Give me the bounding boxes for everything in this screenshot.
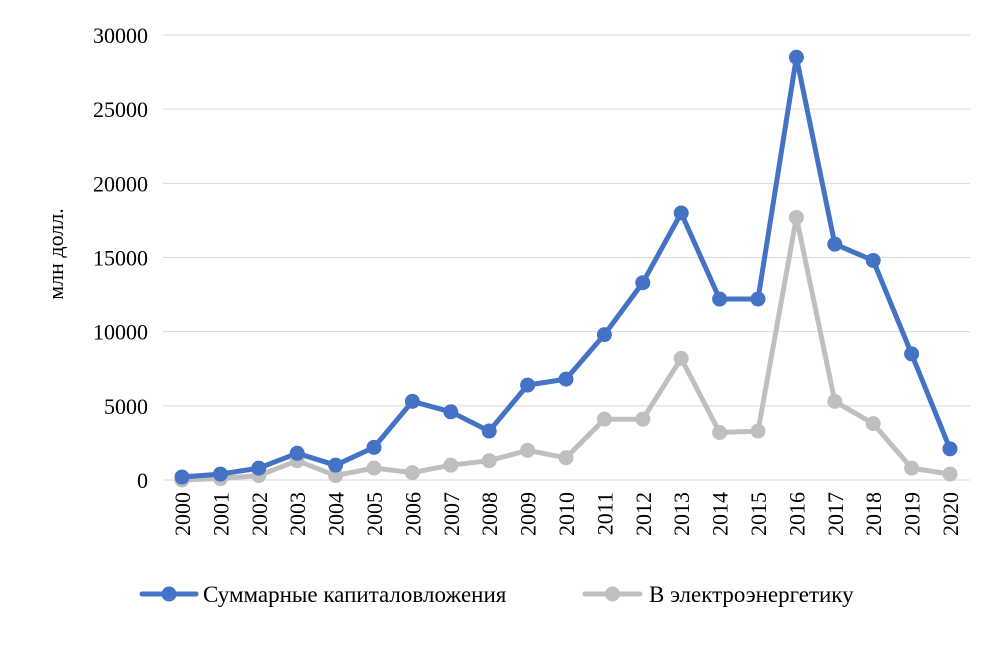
y-tick-label: 5000 (104, 394, 148, 419)
data-point (328, 457, 344, 473)
x-tick-label: 2001 (208, 492, 233, 536)
legend-marker-1 (605, 586, 620, 602)
legend-label-0: Суммарные капиталовложения (203, 582, 507, 607)
data-point (827, 236, 843, 252)
series-points (174, 49, 958, 488)
x-tick-label: 2008 (477, 492, 502, 536)
data-point (865, 252, 881, 268)
x-tick-label: 2000 (170, 492, 195, 536)
data-point (520, 442, 536, 458)
y-axis-tick-labels: 0 5000 10000 15000 20000 25000 30000 (93, 23, 148, 493)
data-point (788, 209, 804, 225)
data-point (443, 404, 459, 420)
data-point (904, 346, 920, 362)
data-point (904, 460, 920, 476)
data-point (827, 393, 843, 409)
x-tick-label: 2019 (900, 492, 925, 536)
y-tick-label: 30000 (93, 23, 148, 48)
data-point (865, 416, 881, 432)
x-tick-label: 2020 (938, 492, 963, 536)
data-point (481, 423, 497, 439)
x-tick-label: 2009 (516, 492, 541, 536)
data-point (942, 441, 958, 457)
data-point (712, 291, 728, 307)
x-tick-label: 2006 (400, 492, 425, 536)
legend-marker-0 (161, 586, 177, 602)
y-tick-label: 0 (137, 468, 148, 493)
data-point (673, 205, 689, 221)
data-point (750, 291, 766, 307)
y-axis-title: млн долл. (43, 208, 68, 300)
x-tick-label: 2018 (861, 492, 886, 536)
x-tick-label: 2016 (784, 492, 809, 536)
data-point (251, 460, 267, 476)
gridlines (163, 34, 970, 481)
data-point (212, 466, 228, 482)
data-point (366, 439, 382, 455)
data-point (328, 468, 344, 484)
data-point (558, 371, 574, 387)
x-tick-label: 2010 (554, 492, 579, 536)
data-point (712, 425, 728, 441)
legend: Суммарные капиталовложения В электроэнерг… (139, 582, 854, 607)
x-tick-label: 2005 (362, 492, 387, 536)
data-point (635, 275, 651, 291)
data-point (596, 411, 612, 427)
data-point (520, 377, 536, 393)
y-tick-label: 20000 (93, 171, 148, 196)
y-tick-label: 15000 (93, 246, 148, 271)
series-line-0 (179, 54, 953, 480)
x-tick-label: 2014 (708, 492, 733, 536)
y-tick-label: 25000 (93, 97, 148, 122)
data-point (174, 469, 190, 485)
x-tick-label: 2013 (669, 492, 694, 536)
x-tick-label: 2012 (631, 492, 656, 536)
data-point (750, 423, 766, 439)
data-point (443, 457, 459, 473)
y-tick-label: 10000 (93, 320, 148, 345)
x-axis-tick-labels: 2000 2001 2002 2003 2004 2005 2006 2007 2008 2009… (170, 492, 963, 536)
data-point (404, 465, 420, 481)
data-point (942, 466, 958, 482)
series-line-1 (179, 214, 953, 483)
x-tick-label: 2015 (746, 492, 771, 536)
data-point (481, 453, 497, 469)
data-point (788, 49, 804, 65)
series-lines (179, 54, 953, 483)
data-point (635, 411, 651, 427)
legend-label-1: В электроэнергетику (649, 582, 854, 607)
data-point (673, 350, 689, 366)
data-point (596, 327, 612, 343)
x-tick-label: 2017 (823, 492, 848, 536)
data-point (289, 445, 305, 461)
x-tick-label: 2002 (247, 492, 272, 536)
x-tick-label: 2003 (285, 492, 310, 536)
x-tick-label: 2004 (324, 492, 349, 536)
x-tick-label: 2011 (592, 492, 617, 535)
data-point (558, 450, 574, 466)
x-tick-label: 2007 (439, 492, 464, 536)
data-point (366, 460, 382, 476)
data-point (404, 393, 420, 409)
